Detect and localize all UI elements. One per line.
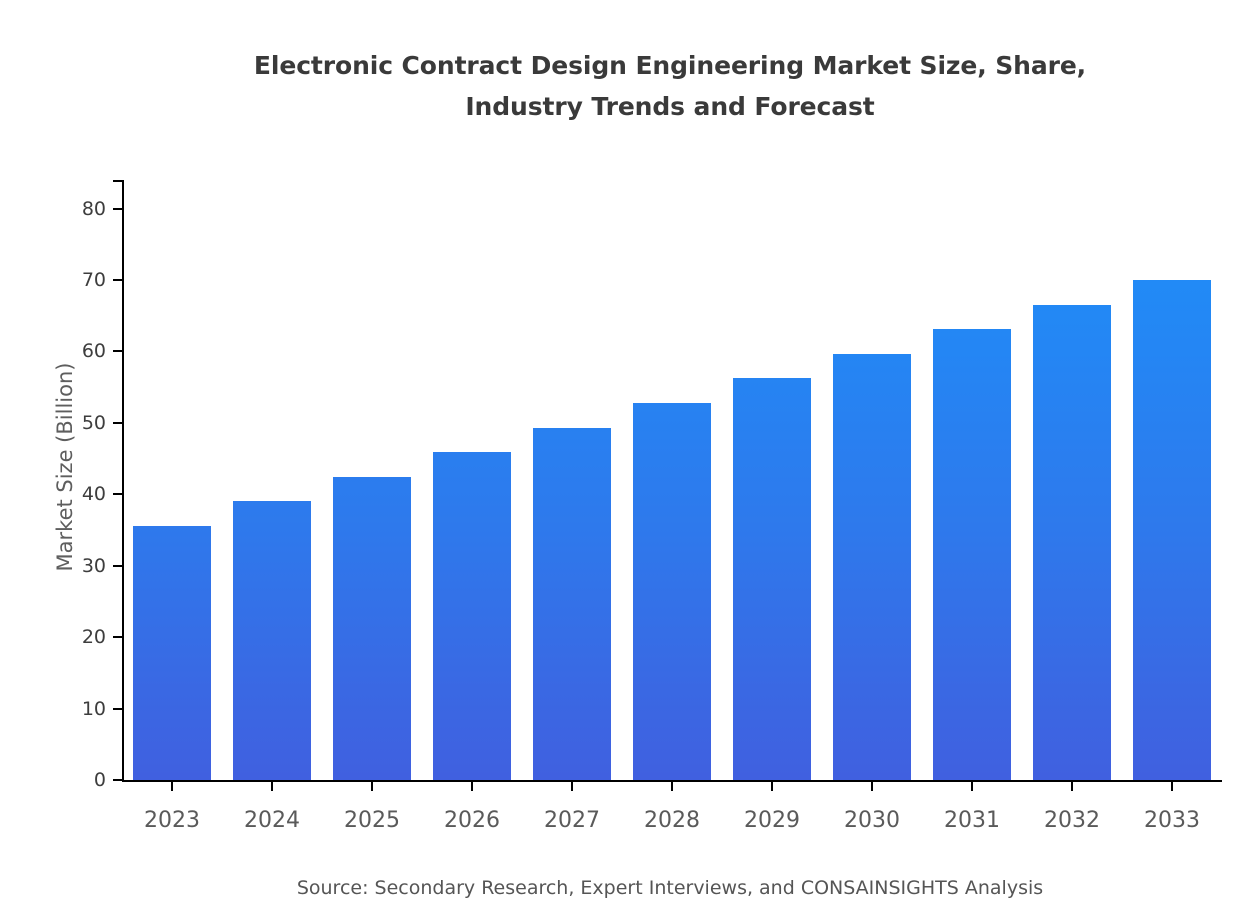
- bar[interactable]: 63.1: [933, 329, 1011, 780]
- bar[interactable]: 56.22: [733, 378, 811, 780]
- x-tick-label: 2027: [544, 808, 600, 833]
- x-tick-label: 2032: [1044, 808, 1100, 833]
- bar-fill: [733, 378, 811, 780]
- x-tick-mark: [171, 782, 173, 791]
- x-tick-label: 2023: [144, 808, 200, 833]
- source-note: Source: Secondary Research, Expert Inter…: [296, 877, 1044, 899]
- y-tick-label: 40: [81, 483, 106, 506]
- bar-fill: [833, 353, 911, 780]
- y-tick-mark: [113, 707, 122, 710]
- y-tick-mark: [113, 279, 122, 281]
- bar[interactable]: 59.66: [833, 353, 911, 780]
- y-tick-label: 80: [81, 197, 106, 220]
- x-tick-label: 2029: [744, 808, 800, 833]
- y-tick-mark: [113, 779, 122, 781]
- bar-fill: [1033, 304, 1111, 780]
- y-tick-label: 10: [81, 697, 106, 720]
- y-axis-title: Market Size (Billion): [53, 362, 77, 572]
- x-tick-mark: [271, 782, 273, 791]
- y-tick-mark: [113, 350, 122, 353]
- bar[interactable]: 49.35: [533, 427, 611, 780]
- bar[interactable]: 69.97: [1133, 280, 1211, 780]
- y-axis-top-cap: [113, 180, 123, 182]
- bar[interactable]: 45.91: [433, 452, 511, 780]
- y-tick-mark: [113, 421, 122, 424]
- bar-fill: [1133, 280, 1211, 780]
- y-tick-label: 30: [81, 554, 106, 577]
- x-axis-spine: [122, 780, 1222, 782]
- y-tick-label: 60: [81, 340, 106, 363]
- bar-fill: [933, 329, 1011, 780]
- x-tick-mark: [671, 782, 673, 791]
- plot-area: 0 10 20 30 40 50 60 70 80 2023 2024 2025 2026 2027 20…: [82, 180, 1222, 833]
- bar[interactable]: 66.53: [1033, 304, 1111, 780]
- x-tick-mark: [571, 782, 573, 791]
- bar-fill: [333, 476, 411, 780]
- bar[interactable]: 35.6: [133, 525, 211, 780]
- x-tick-label: 2030: [844, 808, 900, 833]
- x-tick-label: 2025: [344, 808, 400, 833]
- y-tick-label: 50: [81, 411, 106, 434]
- bar-fill: [133, 525, 211, 780]
- bar[interactable]: 39.04: [233, 501, 311, 780]
- x-tick-label: 2026: [444, 808, 500, 833]
- y-tick-label: 70: [81, 269, 106, 291]
- bar-fill: [433, 452, 511, 780]
- x-tick-label: 2028: [644, 808, 700, 833]
- bar[interactable]: 52.78: [633, 403, 711, 780]
- x-tick-mark: [871, 782, 873, 791]
- y-tick-mark: [113, 493, 122, 496]
- x-tick-mark: [371, 782, 373, 791]
- bar-fill: [233, 501, 311, 780]
- x-tick-mark: [771, 782, 773, 791]
- x-tick-label: 2031: [944, 808, 1000, 833]
- y-tick-label: 20: [81, 626, 106, 649]
- x-tick-mark: [1071, 782, 1073, 791]
- bar-fill: [633, 403, 711, 780]
- x-tick-label: 2033: [1144, 808, 1200, 833]
- x-tick-mark: [1171, 782, 1173, 791]
- x-tick-label: 2024: [244, 808, 300, 833]
- bar[interactable]: 42.47: [333, 476, 411, 780]
- x-tick-mark: [971, 782, 973, 791]
- y-tick-label: 0: [93, 769, 106, 791]
- page-title: Electronic Contract Design Engineering M…: [253, 51, 1087, 121]
- y-tick-mark: [113, 564, 122, 567]
- y-tick-mark: [113, 207, 122, 210]
- y-tick-mark: [113, 636, 122, 639]
- bar-fill: [533, 427, 611, 780]
- x-tick-mark: [471, 782, 473, 791]
- y-axis-spine: [122, 180, 124, 781]
